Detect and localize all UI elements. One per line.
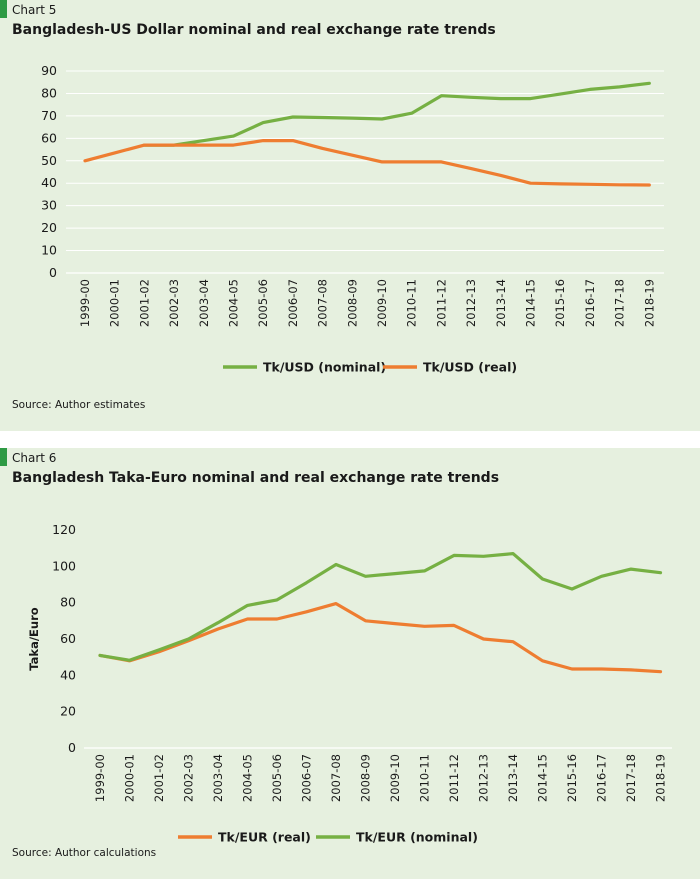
y-axis-label: Taka/Euro	[27, 607, 41, 670]
y-tick-label: 70	[41, 108, 57, 123]
x-tick-label: 2001-02	[137, 279, 151, 327]
y-tick-label: 20	[41, 220, 57, 235]
y-tick-label: 30	[41, 198, 57, 213]
chart-label: Chart 5	[12, 3, 57, 17]
y-tick-label: 40	[60, 667, 76, 682]
chart-source: Source: Author calculations	[12, 847, 157, 859]
x-tick-label: 2013-14	[506, 754, 520, 802]
chart-label-marker	[0, 0, 7, 18]
chart-6-panel: Chart 6 Bangladesh Taka-Euro nominal and…	[0, 448, 700, 879]
x-tick-label: 2004-05	[241, 754, 255, 802]
x-tick-label: 2011-12	[447, 754, 461, 802]
x-tick-label: 2005-06	[270, 754, 284, 802]
x-tick-label: 2012-13	[477, 754, 491, 802]
chart-6-plot: 0 20 40 60 80 100 120 1999-00 2000-01 2001-02 2002…	[27, 522, 672, 845]
x-tick-label: 2016-17	[595, 754, 609, 802]
x-tick-label: 2009-10	[388, 754, 402, 802]
x-tick-label: 2003-04	[197, 279, 211, 327]
chart-5-plot: 0 10 20 30 40 50 60 70 80 90 1999-00 2000-01 2001-02…	[41, 63, 664, 375]
y-tick-label: 80	[41, 85, 57, 100]
series-line-2	[98, 552, 663, 662]
x-tick-label: 2015-16	[553, 279, 567, 327]
y-tick-label: 10	[41, 243, 57, 258]
x-tick-label: 2009-10	[375, 279, 389, 327]
x-tick-label: 2011-12	[434, 279, 448, 327]
x-tick-label: 2018-19	[654, 754, 668, 802]
x-tick-label: 2016-17	[583, 279, 597, 327]
x-tick-label: 2004-05	[227, 279, 241, 327]
chart-5-panel: Chart 5 Bangladesh-US Dollar nominal and…	[0, 0, 700, 431]
x-tick-label: 2000-01	[108, 279, 122, 327]
x-tick-label: 2010-11	[418, 754, 432, 802]
y-tick-label: 100	[52, 558, 76, 573]
chart-label: Chart 6	[12, 451, 57, 465]
x-tick-label: 2006-07	[300, 754, 314, 802]
y-tick-label: 120	[52, 522, 76, 537]
x-tick-label: 1999-00	[93, 754, 107, 802]
y-tick-label: 80	[60, 595, 76, 610]
y-tick-label: 50	[41, 153, 57, 168]
y-tick-label: 20	[60, 704, 76, 719]
chart-title: Bangladesh Taka-Euro nominal and real ex…	[12, 470, 500, 486]
y-tick-label: 40	[41, 175, 57, 190]
x-tick-label: 2012-13	[464, 279, 478, 327]
x-tick-label: 2015-16	[565, 754, 579, 802]
x-tick-label: 2008-09	[359, 754, 373, 802]
series-line-1	[98, 602, 663, 674]
y-tick-label: 90	[41, 63, 57, 78]
y-tick-label: 60	[60, 631, 76, 646]
legend-label: Tk/EUR (real)	[218, 830, 311, 845]
x-tick-label: 2008-09	[345, 279, 359, 327]
legend-label: Tk/USD (nominal)	[263, 360, 386, 375]
x-tick-label: 2014-15	[524, 279, 538, 327]
x-tick-label: 2002-03	[182, 754, 196, 802]
chart-source: Source: Author estimates	[12, 399, 146, 411]
x-tick-label: 2007-08	[329, 754, 343, 802]
x-tick-label: 2000-01	[123, 754, 137, 802]
x-tick-label: 2017-18	[624, 754, 638, 802]
x-tick-label: 2014-15	[536, 754, 550, 802]
x-tick-label: 2006-07	[286, 279, 300, 327]
x-tick-label: 2002-03	[167, 279, 181, 327]
chart-title: Bangladesh-US Dollar nominal and real ex…	[12, 22, 496, 38]
x-tick-label: 2010-11	[405, 279, 419, 327]
chart-label-marker	[0, 448, 7, 466]
y-tick-label: 0	[68, 740, 76, 755]
x-tick-label: 2005-06	[256, 279, 270, 327]
legend-label: Tk/EUR (nominal)	[356, 830, 478, 845]
y-tick-label: 0	[49, 265, 57, 280]
series-line-1	[142, 81, 651, 147]
x-tick-label: 1999-00	[78, 279, 92, 327]
x-tick-label: 2001-02	[152, 754, 166, 802]
legend-label: Tk/USD (real)	[423, 360, 517, 375]
x-tick-label: 2007-08	[316, 279, 330, 327]
y-tick-label: 60	[41, 130, 57, 145]
series-line-2	[83, 139, 651, 187]
x-tick-label: 2003-04	[211, 754, 225, 802]
x-tick-label: 2018-19	[642, 279, 656, 327]
x-tick-label: 2017-18	[613, 279, 627, 327]
x-tick-label: 2013-14	[494, 279, 508, 327]
